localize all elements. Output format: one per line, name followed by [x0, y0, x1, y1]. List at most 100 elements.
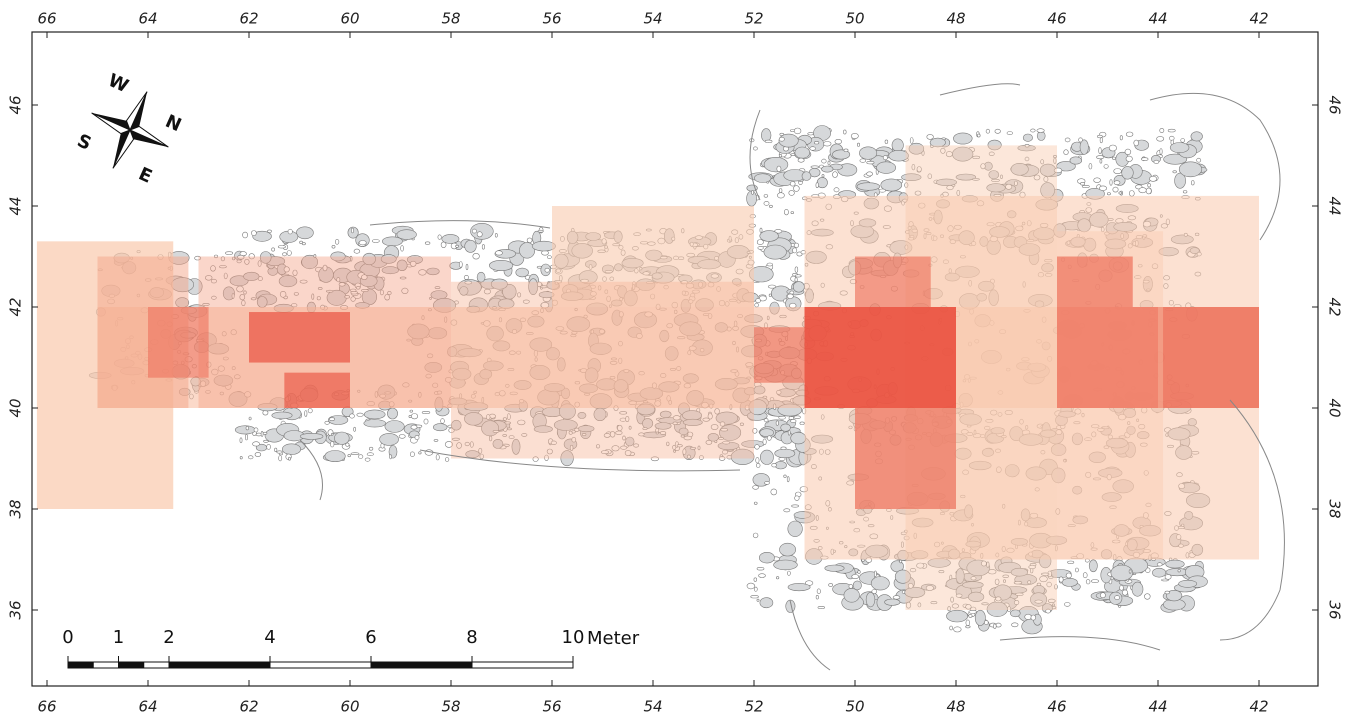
density-zone: [451, 282, 754, 459]
stone: [1126, 156, 1132, 161]
stone: [829, 584, 833, 587]
stone: [411, 425, 417, 429]
stone: [793, 248, 797, 253]
stone: [757, 567, 764, 570]
stone: [282, 253, 286, 256]
stone: [415, 435, 419, 439]
stone: [866, 592, 875, 607]
stone: [860, 159, 866, 163]
stone: [351, 228, 353, 233]
scale-label: 2: [163, 627, 174, 648]
x-tick-label: 62: [239, 10, 258, 28]
stone: [441, 419, 445, 424]
stone: [788, 430, 790, 435]
x-tick-label: 46: [1047, 698, 1066, 716]
stone: [1104, 165, 1108, 169]
stone: [359, 241, 366, 245]
density-zone: [1057, 231, 1163, 559]
y-tick-label: 44: [7, 196, 25, 215]
stone: [823, 142, 831, 147]
stone: [459, 262, 462, 268]
stone: [879, 189, 885, 192]
stone: [765, 140, 772, 143]
x-tick-label: 56: [542, 10, 561, 28]
stone: [822, 159, 827, 163]
scale-label: 10: [562, 627, 585, 648]
stone: [1089, 163, 1092, 169]
stone: [1170, 143, 1189, 153]
stone: [1146, 188, 1151, 194]
stone: [1081, 182, 1085, 185]
stone: [816, 183, 819, 188]
x-tick-label: 44: [1148, 10, 1167, 28]
stone: [246, 426, 249, 430]
stone: [1154, 160, 1159, 163]
stone: [527, 238, 532, 243]
stone: [464, 275, 468, 279]
stone: [780, 543, 796, 556]
stone: [1096, 156, 1104, 159]
stone: [756, 457, 759, 463]
x-tick-label: 60: [340, 10, 359, 28]
stone: [1181, 139, 1185, 143]
density-zone: [249, 312, 350, 363]
stone: [1122, 590, 1127, 595]
stone: [1100, 593, 1105, 598]
stone: [883, 155, 887, 159]
stone: [489, 260, 513, 270]
stone: [787, 477, 789, 482]
x-tick-label: 50: [845, 10, 864, 28]
stone: [794, 243, 799, 247]
stone: [401, 246, 404, 252]
stone: [434, 439, 438, 441]
stone: [249, 417, 251, 420]
scale-segment: [144, 662, 169, 668]
stone: [790, 182, 795, 187]
stone: [747, 583, 755, 589]
stone: [1179, 162, 1202, 177]
stone: [1068, 561, 1074, 564]
stone: [296, 227, 313, 239]
stone: [893, 596, 900, 600]
stone: [817, 589, 820, 594]
y-tick-label: 46: [1326, 95, 1344, 114]
stone: [927, 134, 934, 139]
stone: [1148, 183, 1151, 187]
stone: [1119, 192, 1122, 194]
scale-label: 8: [466, 627, 477, 648]
stone: [792, 505, 799, 507]
stone: [1152, 568, 1165, 577]
stone: [774, 560, 798, 570]
stone: [892, 139, 903, 152]
stone: [248, 456, 253, 459]
stone: [969, 614, 972, 617]
stone: [1115, 596, 1120, 600]
stone: [802, 172, 811, 181]
stone: [795, 147, 810, 158]
stone: [1132, 582, 1143, 596]
x-tick-label: 66: [37, 698, 56, 716]
stone: [357, 413, 364, 416]
stone: [1010, 610, 1020, 617]
stone: [272, 248, 275, 251]
stone: [1064, 603, 1070, 607]
stone: [793, 282, 804, 293]
stone: [354, 427, 356, 431]
stone: [910, 138, 913, 144]
y-tick-label: 40: [7, 398, 25, 417]
stone: [1089, 560, 1097, 572]
stone: [1191, 132, 1203, 141]
stone: [851, 133, 858, 138]
stone: [857, 183, 880, 191]
stone: [857, 143, 859, 146]
stone: [753, 486, 759, 490]
stone: [954, 627, 962, 632]
stone: [1064, 150, 1069, 155]
stone: [1065, 138, 1070, 142]
stone: [1157, 563, 1162, 566]
stone: [369, 447, 373, 450]
stone: [495, 251, 502, 255]
stone: [225, 252, 232, 255]
stone: [325, 451, 345, 462]
stone: [1179, 580, 1197, 587]
